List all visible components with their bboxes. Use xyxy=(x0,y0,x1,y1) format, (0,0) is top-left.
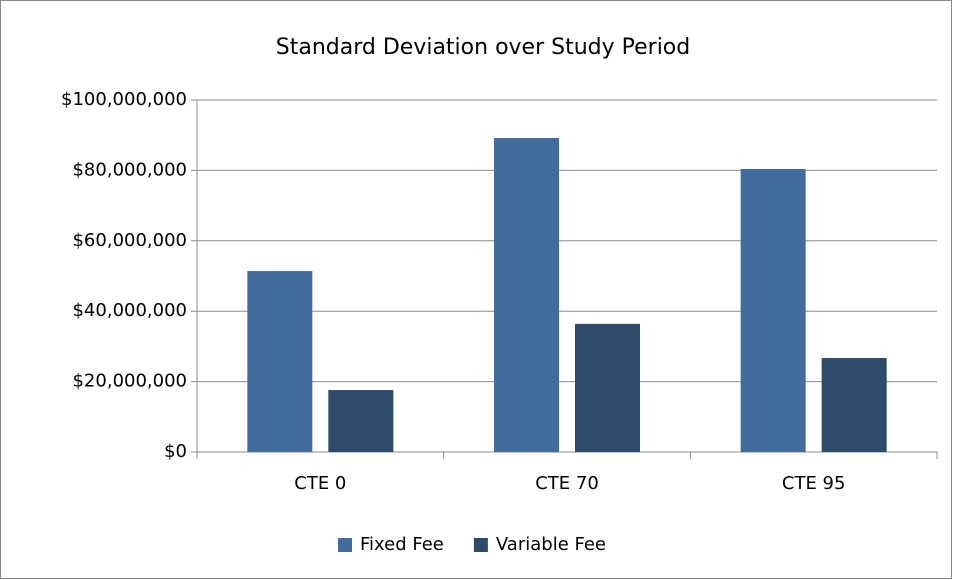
x-tick-label: CTE 0 xyxy=(294,473,346,494)
x-tick-label: CTE 70 xyxy=(535,473,599,494)
y-tick-label: $80,000,000 xyxy=(72,159,187,180)
y-tick-label: $40,000,000 xyxy=(72,300,187,321)
bar xyxy=(740,168,806,452)
bar xyxy=(247,271,313,452)
legend-label: Fixed Fee xyxy=(360,534,444,555)
x-tick-label: CTE 95 xyxy=(782,473,846,494)
bar xyxy=(494,138,559,453)
chart-title: Standard Deviation over Study Period xyxy=(276,35,690,60)
legend-swatch xyxy=(473,538,488,552)
legend-label: Variable Fee xyxy=(496,534,606,555)
y-tick-label: $20,000,000 xyxy=(72,371,187,392)
bar xyxy=(575,323,640,452)
bar xyxy=(821,358,887,452)
y-tick-label: $0 xyxy=(164,441,187,462)
bar xyxy=(328,390,394,452)
y-tick-label: $60,000,000 xyxy=(72,230,187,251)
y-tick-label: $100,000,000 xyxy=(61,89,187,110)
legend-swatch xyxy=(338,538,352,552)
